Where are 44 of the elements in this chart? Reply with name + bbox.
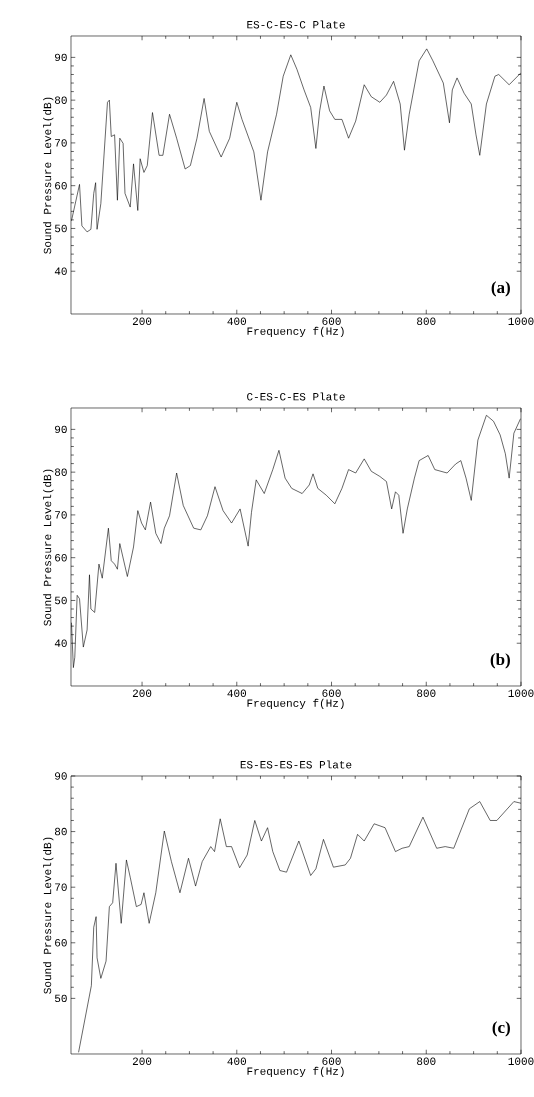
annotation: (c) — [492, 1021, 510, 1037]
y-tick-label: 70 — [55, 139, 67, 147]
y-tick-label: 40 — [54, 639, 67, 647]
y-tick-label: 80 — [54, 96, 67, 104]
y-tick-label: 60 — [55, 181, 67, 190]
y-tick-label: 60 — [55, 939, 67, 947]
x-tick-label: 200 — [132, 1057, 152, 1065]
y-axis-title: Sound Pressure Level(dB) — [43, 97, 54, 254]
x-tick-label: 400 — [227, 317, 247, 325]
x-tick-label: 600 — [322, 1057, 341, 1065]
chart-title: C-ES-C-ES Plate — [247, 392, 345, 401]
chart-title: ES-C-ES-C Plate — [247, 20, 345, 29]
x-tick-label: 600 — [322, 689, 341, 697]
y-tick-label: 40 — [54, 267, 67, 275]
annotation: (b) — [490, 653, 510, 669]
x-tick-label: 800 — [417, 689, 436, 697]
x-tick-label: 1000 — [508, 317, 534, 325]
x-tick-label: 600 — [322, 317, 341, 325]
y-tick-label: 80 — [54, 468, 67, 476]
y-tick-label: 60 — [55, 553, 67, 562]
y-axis-title: Sound Pressure Level(dB) — [43, 469, 54, 626]
y-tick-label: 90 — [55, 772, 67, 780]
x-tick-label: 400 — [227, 1057, 247, 1065]
y-tick-label: 80 — [54, 827, 67, 836]
y-tick-label: 50 — [54, 596, 67, 605]
y-axis-title: Sound Pressure Level(dB) — [43, 837, 54, 994]
x-axis-title: Frequency f(Hz) — [247, 698, 344, 710]
y-tick-label: 50 — [54, 994, 67, 1003]
x-tick-label: 200 — [132, 689, 152, 697]
y-tick-label: 70 — [55, 511, 67, 519]
annotation: (a) — [491, 281, 510, 297]
x-tick-label: 400 — [227, 689, 247, 697]
x-tick-label: 800 — [417, 1057, 436, 1065]
x-tick-label: 1000 — [508, 1057, 534, 1065]
x-axis-title: Frequency f(Hz) — [247, 1066, 344, 1078]
x-tick-label: 200 — [132, 317, 152, 325]
y-tick-label: 90 — [55, 425, 67, 434]
y-tick-label: 70 — [55, 883, 67, 891]
x-tick-label: 800 — [417, 317, 436, 325]
chart-title: ES-ES-ES-ES Plate — [240, 760, 352, 769]
y-tick-label: 90 — [55, 53, 67, 62]
x-tick-label: 1000 — [508, 689, 534, 697]
x-axis-title: Frequency f(Hz) — [247, 326, 344, 338]
y-tick-label: 50 — [54, 224, 67, 233]
